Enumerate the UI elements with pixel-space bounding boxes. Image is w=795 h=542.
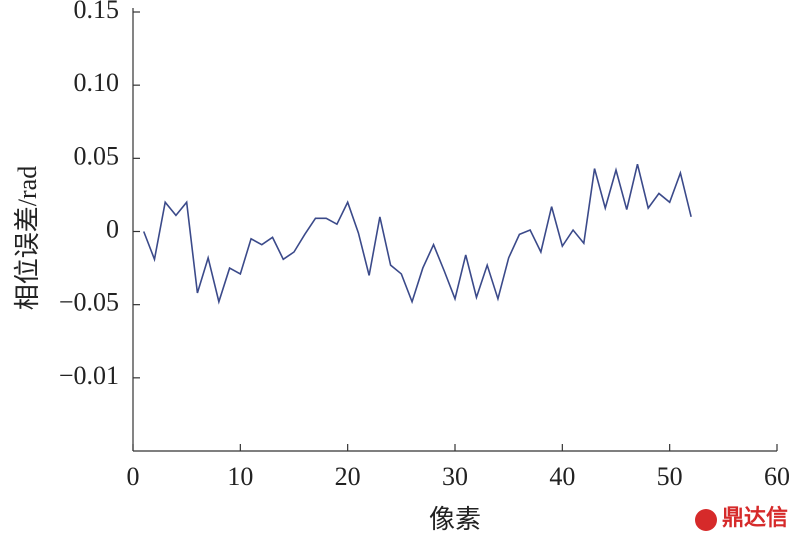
watermark: 鼎达信 <box>722 505 788 530</box>
x-tick-label: 40 <box>549 462 575 491</box>
y-tick-label: −0.01 <box>59 361 119 390</box>
y-tick-label: 0.10 <box>74 68 120 97</box>
y-tick-label: 0 <box>106 214 119 243</box>
x-tick-label: 60 <box>764 462 790 491</box>
x-tick-label: 30 <box>442 462 468 491</box>
x-tick-label: 10 <box>227 462 253 491</box>
y-tick-label: 0.15 <box>74 0 120 24</box>
watermark-icon <box>695 509 717 531</box>
x-tick-label: 50 <box>657 462 683 491</box>
line-series <box>142 163 692 305</box>
x-tick-label: 20 <box>335 462 361 491</box>
x-axis-label: 像素 <box>429 505 481 534</box>
x-tick-label: 0 <box>127 462 140 491</box>
y-tick-label: −0.05 <box>59 288 119 317</box>
y-axis-label: 相位误差/rad <box>13 166 42 310</box>
y-tick-label: 0.05 <box>74 141 120 170</box>
